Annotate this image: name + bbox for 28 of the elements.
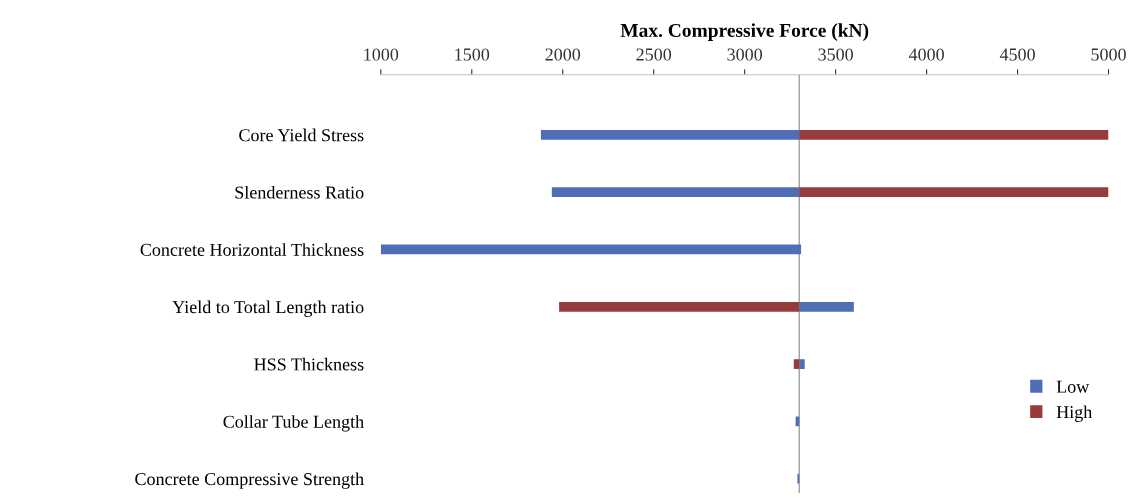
x-tick-label: 4500 [999, 48, 1035, 61]
legend-label: High [1056, 405, 1093, 422]
y-tick-label: HSS Thickness [254, 357, 364, 371]
y-tick-label: Slenderness Ratio [235, 185, 364, 199]
bar [380, 244, 802, 255]
bar [559, 301, 800, 312]
bar [799, 359, 805, 369]
y-tick-label: Concrete Horizontal Thickness [140, 243, 364, 256]
x-tick-label: 2000 [545, 48, 581, 61]
bar [540, 130, 800, 140]
bar [799, 187, 1109, 198]
y-tick-label: Core Yield Stress [239, 128, 364, 142]
x-axis-title: Max. Compressive Force (kN) [620, 23, 869, 41]
y-tick-label: Collar Tube Length [223, 415, 364, 432]
x-tick-label: 3500 [818, 48, 853, 61]
bar [793, 359, 800, 369]
legend-label: Low [1056, 380, 1090, 393]
y-tick-label: Yield to Total Length ratio [172, 300, 364, 317]
x-tick-label: 1500 [455, 48, 490, 61]
x-tick-label: 3000 [727, 48, 763, 61]
x-tick-label: 2500 [636, 48, 672, 61]
bar [799, 130, 1109, 140]
bar [799, 301, 854, 312]
x-tick-label: 1000 [364, 48, 399, 61]
x-tick-label: 4000 [908, 48, 944, 61]
x-tick-label: 5000 [1091, 48, 1126, 61]
y-tick-label: Concrete Compressive Strength [135, 472, 364, 489]
bar [551, 187, 800, 198]
